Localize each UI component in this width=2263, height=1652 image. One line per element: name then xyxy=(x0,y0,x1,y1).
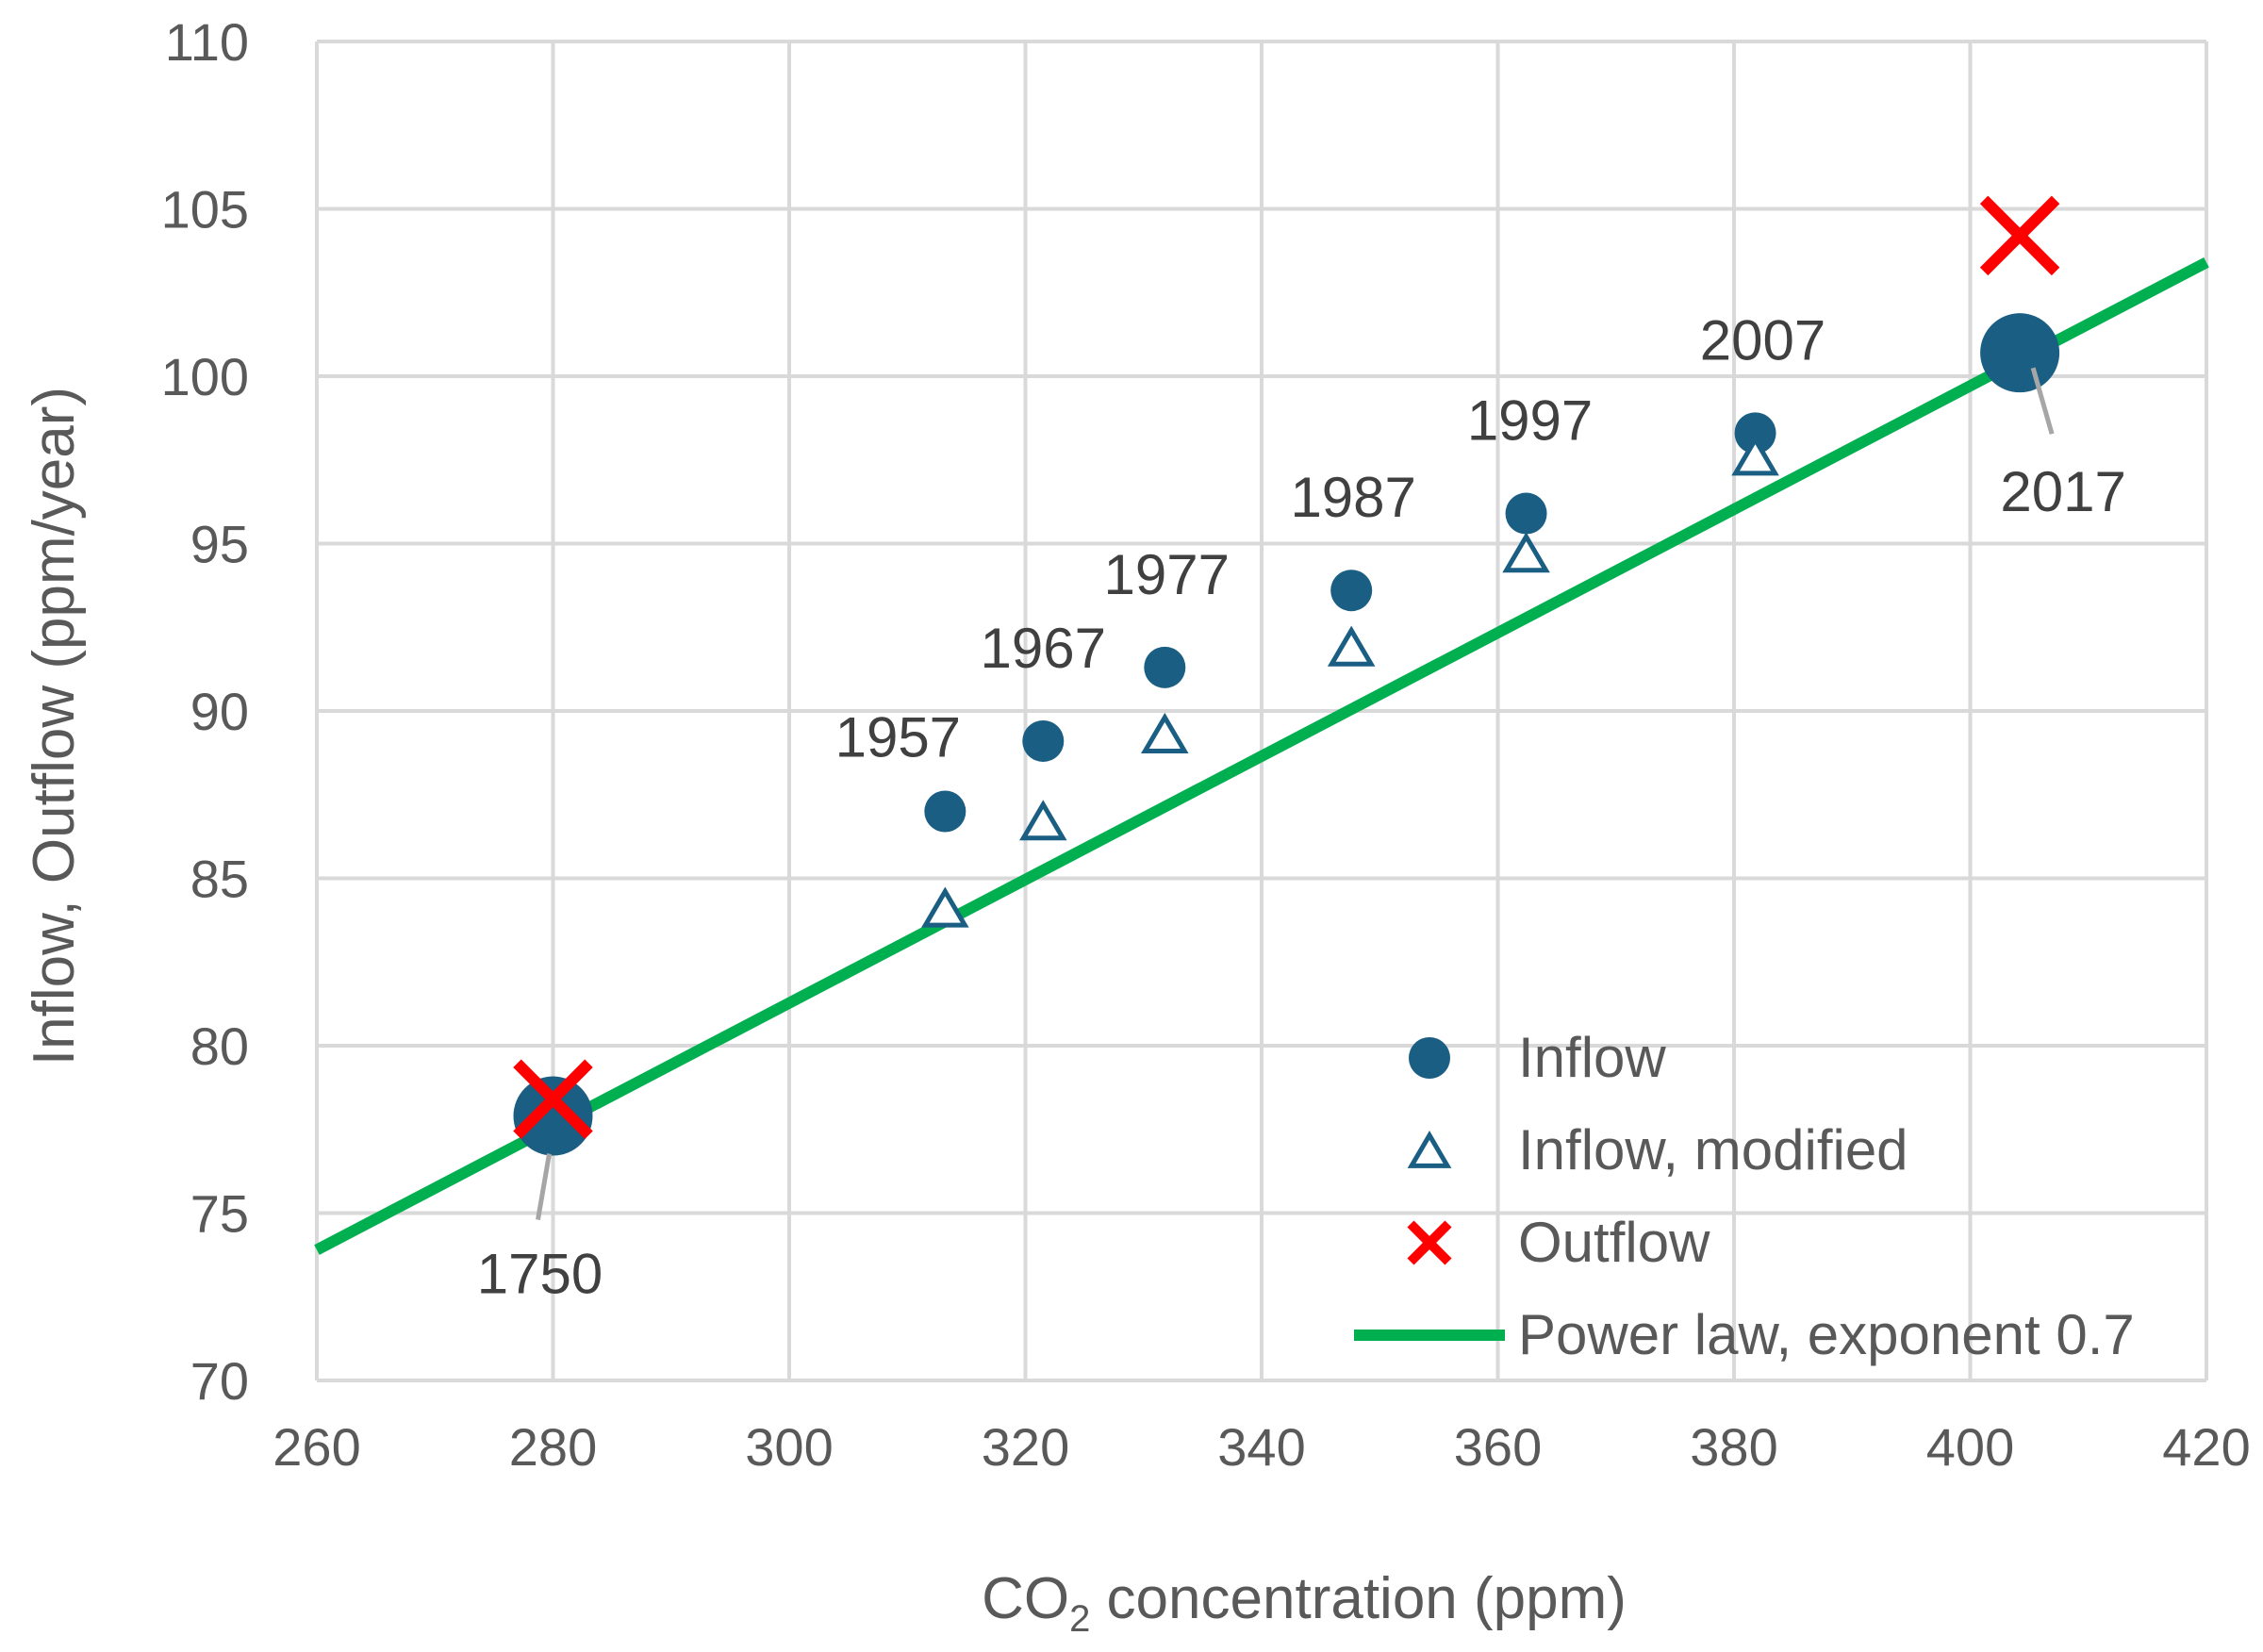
inflow-modified-point xyxy=(1327,625,1376,667)
x-axis-title: CO2 concentration (ppm) xyxy=(982,1566,1627,1640)
y-tick-label: 105 xyxy=(161,180,249,240)
outflow-point xyxy=(1979,195,2060,276)
inflow-point xyxy=(1980,313,2060,393)
leader-line xyxy=(536,1153,552,1220)
inflow-modified-point xyxy=(921,886,969,928)
data-label: 2017 xyxy=(2000,460,2125,523)
tick-labels: 260 280 300 320 340 360 380 400 420 70 75 80 85 90 95 1… xyxy=(161,12,2251,1477)
legend-inflow-marker xyxy=(1409,1037,1450,1079)
x-tick-label: 360 xyxy=(1454,1417,1542,1477)
x-tick-label: 300 xyxy=(745,1417,833,1477)
data-label: 1977 xyxy=(1104,543,1230,606)
power-law-line xyxy=(314,256,2209,1255)
data-label: 1750 xyxy=(477,1243,603,1306)
legend: Inflow Inflow, modified Outflow Power law, … xyxy=(1354,1026,2135,1366)
y-tick-label: 75 xyxy=(190,1184,249,1244)
y-tick-label: 70 xyxy=(190,1351,249,1411)
inflow-point xyxy=(1330,570,1373,612)
outflow-cross-stroke xyxy=(513,1059,593,1140)
legend-label: Power law, exponent 0.7 xyxy=(1518,1303,2135,1366)
data-label: 2007 xyxy=(1700,308,1825,372)
x-axis-title-main: CO xyxy=(982,1566,1069,1631)
series-layer xyxy=(314,195,2209,1255)
inflow-point xyxy=(1022,719,1065,762)
x-tick-label: 420 xyxy=(2162,1417,2250,1477)
y-tick-label: 80 xyxy=(190,1016,249,1076)
inflow-point xyxy=(513,1076,593,1156)
x-axis-title-rest: concentration (ppm) xyxy=(1090,1566,1627,1631)
x-tick-label: 380 xyxy=(1690,1417,1777,1477)
x-tick-label: 260 xyxy=(273,1417,360,1477)
x-tick-label: 280 xyxy=(509,1417,597,1477)
y-axis-title: Inflow, Outflow (ppm/year) xyxy=(22,387,87,1066)
data-labels: 1750 1957 1967 1977 1987 1997 2007 2017 xyxy=(477,308,2126,1305)
inflow-modified-point xyxy=(1019,800,1067,841)
legend-label: Inflow, modified xyxy=(1518,1118,1908,1181)
inflow-point xyxy=(1144,646,1186,688)
legend-outflow-marker xyxy=(1407,1220,1452,1265)
y-tick-label: 95 xyxy=(190,515,249,574)
x-tick-label: 400 xyxy=(1926,1417,2014,1477)
y-tick-label: 90 xyxy=(190,682,249,741)
outflow-cross-stroke xyxy=(1979,195,2060,276)
data-label: 1987 xyxy=(1290,466,1415,529)
data-label: 1967 xyxy=(981,617,1106,680)
x-axis-title-subscript: 2 xyxy=(1069,1598,1090,1640)
inflow-modified-point xyxy=(1502,532,1550,573)
inflow-point xyxy=(1734,412,1776,454)
y-tick-label: 100 xyxy=(161,347,249,406)
legend-modified-marker xyxy=(1407,1131,1452,1168)
data-label: 1957 xyxy=(835,706,961,769)
inflow-modified-point xyxy=(1141,712,1189,753)
y-tick-label: 110 xyxy=(165,12,249,72)
x-tick-label: 340 xyxy=(1217,1417,1305,1477)
leader-line xyxy=(2030,367,2055,435)
inflow-point xyxy=(1505,492,1547,535)
y-tick-label: 85 xyxy=(190,850,249,909)
outflow-point xyxy=(513,1059,593,1140)
x-tick-label: 320 xyxy=(982,1417,1069,1477)
inflow-point xyxy=(924,790,966,833)
data-label: 1997 xyxy=(1467,389,1593,453)
inflow-modified-point xyxy=(1731,435,1779,476)
legend-label: Inflow xyxy=(1518,1026,1666,1089)
legend-label: Outflow xyxy=(1518,1211,1710,1274)
